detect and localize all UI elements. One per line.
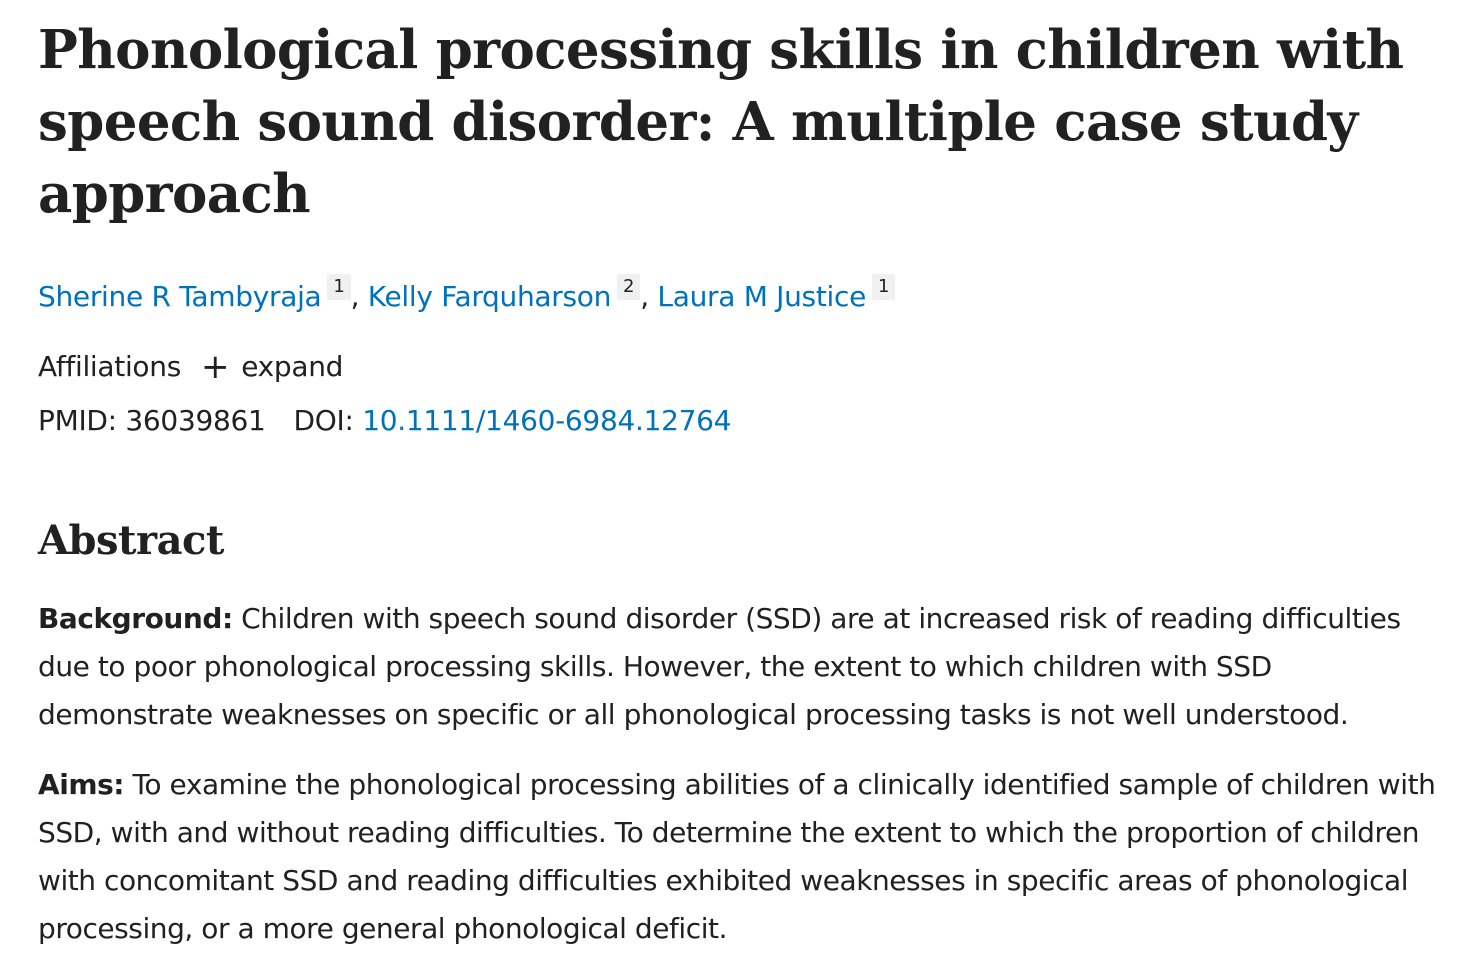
author-separator: , (351, 280, 360, 313)
affiliation-badge[interactable]: 2 (617, 274, 640, 300)
author-separator: , (640, 280, 649, 313)
doi-link[interactable]: 10.1111/1460-6984.12764 (362, 404, 731, 437)
section-label: Aims: (38, 768, 124, 801)
affiliations-row: Affiliations + expand (38, 347, 1448, 387)
identifiers-row: PMID: 36039861 DOI: 10.1111/1460-6984.127… (38, 401, 1448, 441)
section-label: Background: (38, 602, 233, 635)
expand-affiliations-button[interactable]: + expand (201, 347, 343, 387)
affiliation-badge[interactable]: 1 (327, 274, 350, 300)
abstract-background: Background: Children with speech sound d… (38, 595, 1448, 739)
expand-label: expand (241, 347, 343, 387)
author-list: Sherine R Tambyraja 1, Kelly Farquharson 2… (38, 274, 1448, 317)
pmid-label: PMID: (38, 404, 117, 437)
doi-label: DOI: (294, 404, 354, 437)
author-link-justice[interactable]: Laura M Justice (657, 280, 866, 313)
section-text: To examine the phonological processing a… (38, 768, 1435, 945)
affiliations-label: Affiliations (38, 347, 181, 387)
pmid-value: 36039861 (125, 404, 265, 437)
abstract-heading: Abstract (38, 513, 1448, 569)
abstract-aims: Aims: To examine the phonological proces… (38, 761, 1448, 953)
section-text: Children with speech sound disorder (SSD… (38, 602, 1401, 731)
article-page: Phonological processing skills in childr… (38, 14, 1448, 953)
article-title: Phonological processing skills in childr… (38, 14, 1448, 230)
author-link-farquharson[interactable]: Kelly Farquharson (368, 280, 611, 313)
plus-icon: + (201, 347, 229, 387)
author-link-tambyraja[interactable]: Sherine R Tambyraja (38, 280, 321, 313)
affiliation-badge[interactable]: 1 (872, 274, 895, 300)
